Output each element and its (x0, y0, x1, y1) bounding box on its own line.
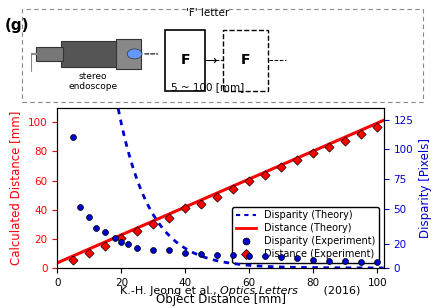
Legend: Disparity (Theory), Distance (Theory), Disparity (Experiment), Distance (Experim: Disparity (Theory), Distance (Theory), D… (232, 207, 379, 263)
Point (118, 239, 125, 244)
Point (198, 251, 205, 256)
Point (230, 187, 237, 192)
Point (278, 165, 285, 170)
Point (374, 260, 381, 265)
Point (92, 225, 99, 230)
Point (150, 248, 157, 253)
Point (214, 253, 221, 257)
Point (76, 205, 83, 210)
Y-axis label: Calculated Distance [mm]: Calculated Distance [mm] (9, 111, 22, 265)
Point (374, 124, 381, 129)
Text: Optics Letters: Optics Letters (220, 286, 299, 296)
Point (310, 151, 317, 156)
Text: 'F' letter: 'F' letter (186, 8, 229, 18)
Circle shape (127, 49, 142, 59)
Point (278, 255, 285, 260)
Text: stereo
endoscope: stereo endoscope (68, 72, 117, 91)
Point (124, 242, 131, 247)
Point (246, 253, 253, 258)
Point (182, 250, 189, 255)
Point (198, 201, 205, 206)
Point (230, 253, 237, 257)
Text: 5 ~ 100 [mm]: 5 ~ 100 [mm] (171, 82, 244, 91)
FancyBboxPatch shape (165, 30, 205, 91)
FancyBboxPatch shape (116, 39, 141, 69)
Point (342, 258, 349, 263)
Point (86, 214, 93, 219)
Text: F: F (180, 53, 190, 67)
Point (326, 258, 333, 263)
Point (166, 215, 173, 220)
Point (262, 172, 269, 177)
Point (134, 245, 141, 250)
Point (342, 139, 349, 144)
Text: →: → (206, 55, 217, 68)
Text: F: F (241, 53, 250, 67)
FancyBboxPatch shape (36, 47, 63, 61)
Point (358, 132, 365, 136)
Point (134, 228, 141, 233)
Point (86, 250, 93, 255)
Text: (2016): (2016) (320, 286, 360, 296)
Point (326, 145, 333, 150)
X-axis label: Object Distance [mm]: Object Distance [mm] (156, 293, 285, 306)
FancyBboxPatch shape (60, 41, 137, 67)
Point (102, 244, 109, 249)
Point (310, 257, 317, 262)
Point (214, 194, 221, 199)
Point (118, 236, 125, 241)
Text: K.-H. Jeong et al.,: K.-H. Jeong et al., (120, 286, 220, 296)
Point (112, 236, 119, 241)
Point (246, 178, 253, 183)
Point (150, 222, 157, 227)
Point (294, 158, 301, 163)
Text: (g): (g) (4, 18, 29, 34)
FancyBboxPatch shape (223, 30, 268, 91)
Point (70, 257, 77, 262)
Point (102, 230, 109, 235)
Point (262, 253, 269, 258)
Y-axis label: Disparity [Pixels]: Disparity [Pixels] (419, 138, 432, 238)
Point (294, 256, 301, 261)
Point (70, 135, 77, 140)
Point (358, 260, 365, 265)
Point (182, 206, 189, 211)
Point (166, 248, 173, 253)
